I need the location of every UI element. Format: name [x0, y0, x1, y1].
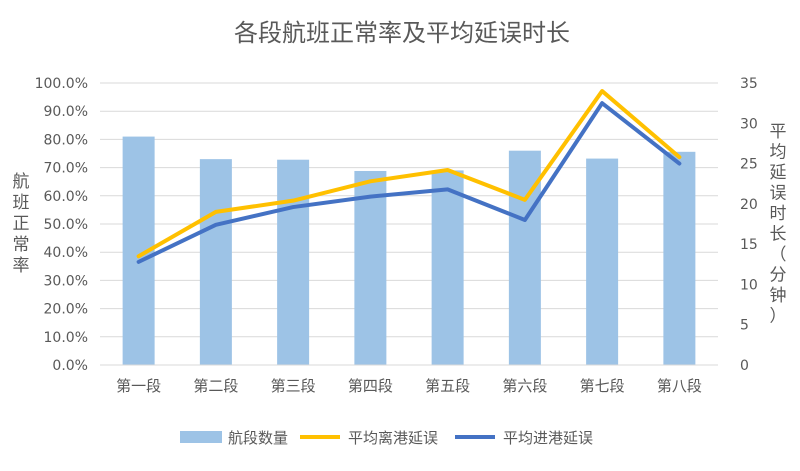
y-tick-label-left: 80.0% [44, 132, 88, 148]
axis-title-char: 正 [13, 214, 30, 234]
x-tick-label: 第六段 [502, 377, 547, 395]
y-tick-label-left: 0.0% [52, 358, 88, 374]
x-tick-label: 第三段 [271, 377, 316, 395]
x-tick-label: 第一段 [116, 377, 161, 395]
y-tick-label-left: 10.0% [44, 330, 88, 346]
x-tick-label: 第七段 [580, 377, 625, 395]
axis-title-char: 长 [770, 225, 787, 245]
axis-title-char: 率 [13, 256, 30, 276]
y-tick-label-right: 5 [740, 318, 749, 334]
bar [586, 159, 618, 365]
y-tick-label-right: 25 [740, 157, 758, 173]
axis-title-char: 钟 [770, 286, 787, 306]
axis-title-char: 航 [13, 172, 30, 192]
legend-label: 平均进港延误 [503, 429, 593, 447]
y-tick-label-left: 60.0% [44, 189, 88, 205]
y-tick-label-left: 90.0% [44, 104, 88, 120]
bar [663, 152, 695, 365]
axis-title-char: 分 [770, 266, 787, 286]
y-tick-label-left: 20.0% [44, 302, 88, 318]
x-tick-label: 第八段 [657, 377, 702, 395]
y-tick-label-left: 100.0% [35, 76, 88, 92]
axis-title-char: 常 [13, 235, 30, 255]
legend-swatch-bar [180, 431, 222, 443]
axis-title-char: 延 [770, 163, 787, 183]
legend-label: 航段数量 [228, 429, 288, 447]
y-tick-label-right: 15 [740, 237, 758, 253]
axis-title-char: （ [770, 245, 787, 265]
axis-title-char: 平 [770, 122, 787, 142]
y-tick-label-right: 30 [740, 116, 758, 132]
y-tick-label-right: 0 [740, 358, 749, 374]
bar-series [123, 137, 696, 365]
bar [277, 160, 309, 365]
axis-title-char: ） [770, 307, 787, 327]
bar [200, 159, 232, 365]
y-tick-label-right: 35 [740, 76, 758, 92]
axis-title-char: 班 [13, 193, 30, 213]
bar [432, 170, 464, 365]
axis-title-char: 均 [770, 143, 787, 163]
y-tick-label-right: 10 [740, 277, 758, 293]
legend-label: 平均离港延误 [348, 429, 438, 447]
chart-title: 各段航班正常率及平均延误时长 [234, 19, 570, 47]
y-tick-label-right: 20 [740, 197, 758, 213]
y-axis-title-right: 平均延误时长（分钟） [770, 122, 787, 327]
y-tick-label-left: 30.0% [44, 273, 88, 289]
y-axis-title-left: 航班正常率 [13, 172, 30, 276]
x-tick-label: 第四段 [348, 377, 393, 395]
y-tick-label-left: 40.0% [44, 245, 88, 261]
x-tick-label: 第二段 [193, 377, 238, 395]
axis-title-char: 时 [770, 204, 787, 224]
x-tick-label: 第五段 [425, 377, 470, 395]
y-tick-label-left: 70.0% [44, 161, 88, 177]
y-tick-label-left: 50.0% [44, 217, 88, 233]
axis-title-char: 误 [770, 184, 787, 204]
legend: 航段数量 平均离港延误 平均进港延误 [180, 429, 593, 447]
